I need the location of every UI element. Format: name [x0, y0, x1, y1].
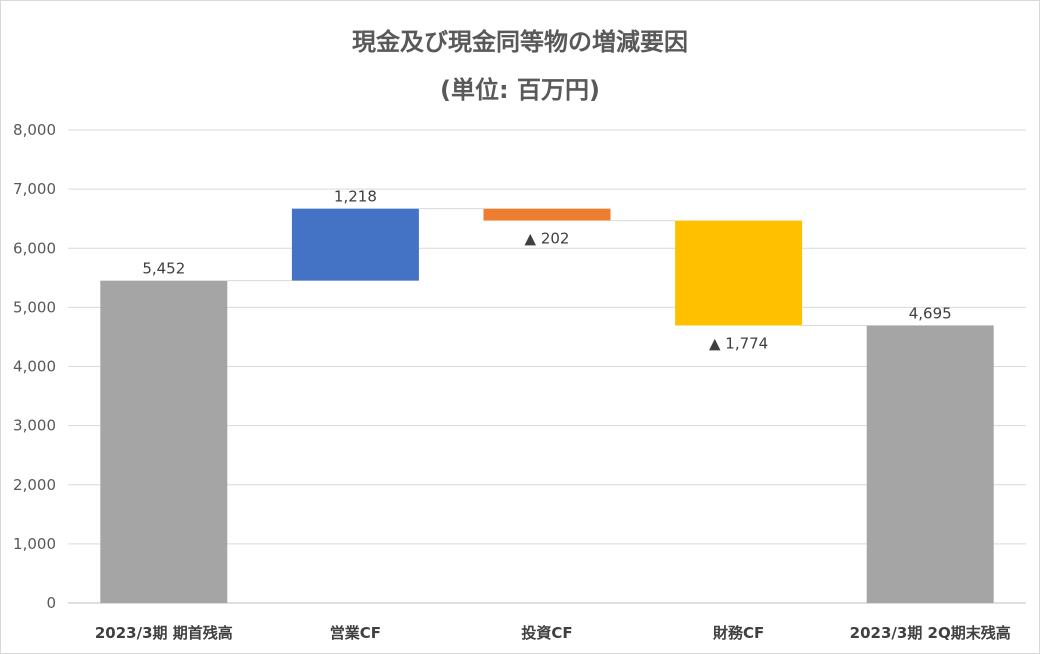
data-label: ▲ 1,774 — [709, 334, 768, 352]
y-tick-label: 3,000 — [13, 417, 56, 435]
data-label: 4,695 — [909, 304, 952, 322]
data-label: 1,218 — [334, 188, 377, 206]
x-category-label: 財務CF — [712, 624, 764, 642]
y-tick-label: 2,000 — [13, 476, 56, 494]
bar — [675, 220, 803, 326]
bar — [866, 325, 994, 603]
bar — [100, 280, 228, 603]
x-category-label: 投資CF — [521, 624, 572, 642]
y-tick-label: 8,000 — [13, 121, 56, 139]
x-category-label: 営業CF — [330, 624, 381, 642]
bar — [291, 208, 419, 281]
data-label: ▲ 202 — [525, 230, 570, 248]
data-label: 5,452 — [142, 260, 185, 278]
x-category-label: 2023/3期 2Q期末残高 — [850, 624, 1011, 642]
chart-title: 現金及び現金同等物の増減要因 — [352, 28, 688, 56]
y-tick-label: 4,000 — [13, 358, 56, 376]
chart-subtitle: (単位: 百万円) — [440, 76, 600, 104]
y-tick-label: 7,000 — [13, 180, 56, 198]
y-tick-label: 0 — [46, 594, 56, 612]
y-tick-label: 1,000 — [13, 535, 56, 553]
y-tick-label: 5,000 — [13, 298, 56, 316]
bar — [483, 208, 611, 221]
y-tick-label: 6,000 — [13, 239, 56, 257]
x-category-label: 2023/3期 期首残高 — [95, 624, 233, 642]
